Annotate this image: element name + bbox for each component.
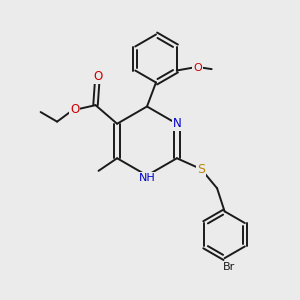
Text: O: O: [193, 63, 202, 73]
Text: S: S: [197, 163, 206, 176]
Text: NH: NH: [139, 173, 155, 183]
Text: N: N: [172, 117, 181, 130]
Text: O: O: [93, 70, 103, 83]
Text: O: O: [70, 103, 79, 116]
Text: Br: Br: [223, 262, 235, 272]
